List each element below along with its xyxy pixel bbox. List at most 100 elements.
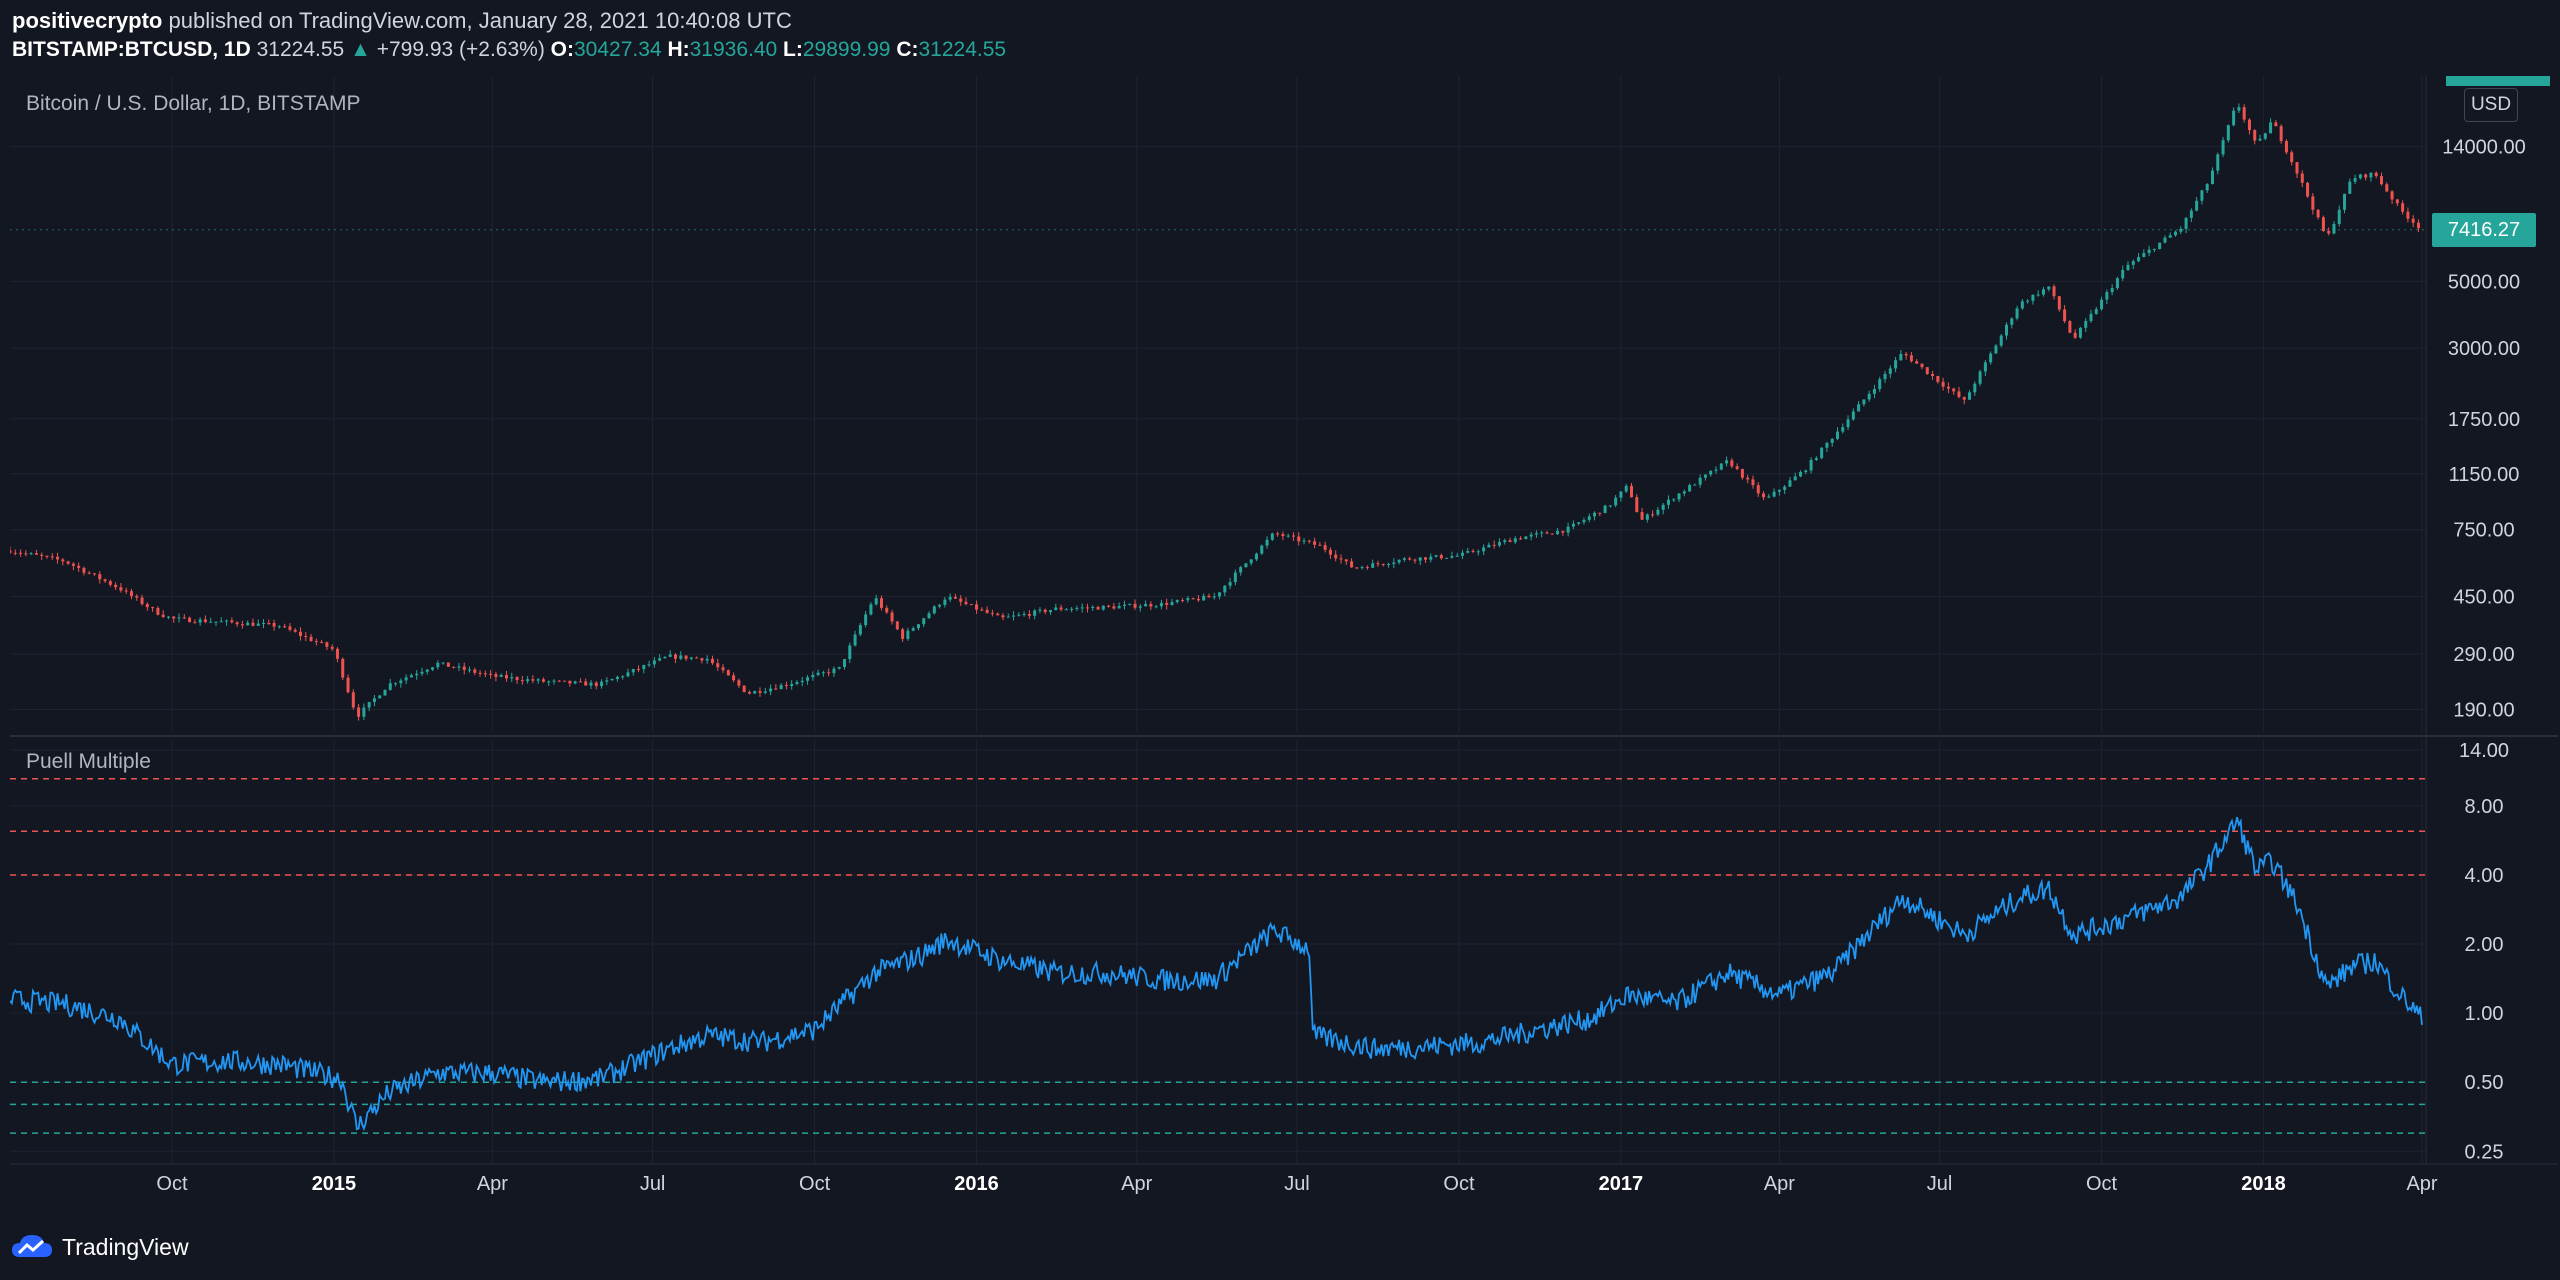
candle-body (1043, 609, 1047, 613)
candle-body (2121, 270, 2125, 279)
published-text: published on TradingView.com, January 28… (168, 8, 792, 33)
chart-container[interactable]: 190.00 290.00 450.00 750.00 1150.00 1750.00 30… (10, 76, 2558, 1216)
candle-body (568, 680, 572, 684)
indicator-axis-tick-label: 4.00 (2465, 865, 2504, 887)
candle-body (177, 617, 181, 619)
candle-body (1735, 466, 1739, 470)
candle-body (1909, 355, 1913, 362)
candle-body (1894, 360, 1898, 369)
candle-body (341, 658, 345, 678)
candle-body (372, 698, 376, 703)
candle-body (2015, 308, 2019, 319)
candle-body (1307, 540, 1311, 542)
candle-body (1276, 533, 1280, 535)
candle-body (34, 553, 38, 555)
candle-body (1989, 353, 1993, 363)
candle-body (473, 669, 477, 673)
chart-canvas[interactable]: 190.00 290.00 450.00 750.00 1150.00 1750.00 30… (10, 76, 2558, 1216)
close-value: 31224.55 (918, 38, 1007, 61)
candle-body (388, 683, 392, 690)
candle-body (2174, 231, 2178, 236)
candle-body (1571, 523, 1575, 527)
candle-body (1228, 582, 1232, 586)
candle-body (526, 679, 530, 682)
candle-body (2147, 249, 2151, 254)
candle-body (1952, 388, 1956, 392)
candle-body (288, 626, 292, 630)
candle-body (2290, 152, 2294, 163)
candle-body (710, 658, 714, 664)
candle-body (2189, 210, 2193, 218)
candle-body (66, 561, 70, 564)
candle-body (1973, 383, 1977, 393)
candle-body (541, 679, 545, 682)
candle-body (980, 609, 984, 611)
candle-body (2380, 176, 2384, 185)
candle-body (1350, 561, 1354, 568)
candle-body (1328, 549, 1332, 555)
candle-body (1672, 499, 1676, 501)
candle-body (1614, 497, 1618, 506)
candle-body (1418, 557, 1422, 561)
candle-body (357, 707, 361, 717)
time-axis-tick-label: Jul (1284, 1173, 1310, 1195)
candle-body (1233, 572, 1237, 583)
candle-body (494, 674, 498, 677)
candle-body (399, 680, 403, 684)
candle-body (1149, 604, 1153, 607)
candle-body (1587, 516, 1591, 520)
currency-button[interactable]: USD (2464, 88, 2518, 122)
time-axis-tick-label: 2018 (2241, 1173, 2286, 1195)
candle-body (1635, 497, 1639, 513)
candle-body (93, 573, 97, 575)
candle-body (2279, 126, 2283, 142)
candle-body (1550, 533, 1554, 535)
candle-body (837, 666, 841, 669)
candle-body (1371, 563, 1375, 568)
indicator-pane-bg[interactable] (10, 740, 2426, 1164)
candle-body (864, 614, 868, 626)
candle-body (1920, 363, 1924, 368)
candle-body (996, 613, 1000, 616)
candle-body (1439, 555, 1443, 559)
candle-body (2100, 299, 2104, 310)
candle-body (737, 680, 741, 686)
price-pane-bg[interactable] (10, 76, 2426, 732)
candle-body (2242, 107, 2246, 120)
candle-body (1740, 469, 1744, 478)
candle-body (1709, 470, 1713, 475)
candle-body (1159, 602, 1163, 607)
high-label: H: (667, 38, 690, 61)
candle-body (1825, 442, 1829, 448)
candle-body (436, 662, 440, 668)
brand-name: TradingView (62, 1233, 189, 1260)
candle-body (990, 612, 994, 614)
time-axis-tick-label: Oct (156, 1173, 188, 1195)
candle-body (1566, 526, 1570, 533)
candle-body (2385, 184, 2389, 192)
candle-body (2200, 190, 2204, 201)
candle-body (1968, 392, 1972, 400)
candle-body (2348, 181, 2352, 194)
low-label: L: (783, 38, 803, 61)
candle-body (2205, 184, 2209, 191)
candle-body (2068, 321, 2072, 333)
publisher-name[interactable]: positivecrypto (12, 8, 163, 33)
open-label: O: (550, 38, 574, 61)
candle-body (151, 607, 155, 609)
price-axis-tick-label: 190.00 (2453, 700, 2514, 722)
candle-body (1809, 459, 1813, 471)
candle-body (578, 681, 582, 683)
candle-body (2137, 257, 2141, 262)
symbol-label[interactable]: BITSTAMP:BTCUSD, 1D (12, 38, 251, 61)
time-axis-tick-label: Apr (477, 1173, 508, 1195)
candle-body (758, 691, 762, 693)
candle-body (1545, 532, 1549, 534)
candle-body (478, 672, 482, 674)
candle-body (1133, 603, 1137, 608)
tradingview-logo[interactable]: TradingView (10, 1232, 189, 1262)
candle-body (753, 691, 757, 694)
candle-body (2184, 217, 2188, 229)
candle-body (2411, 218, 2415, 223)
candle-body (1925, 367, 1929, 374)
